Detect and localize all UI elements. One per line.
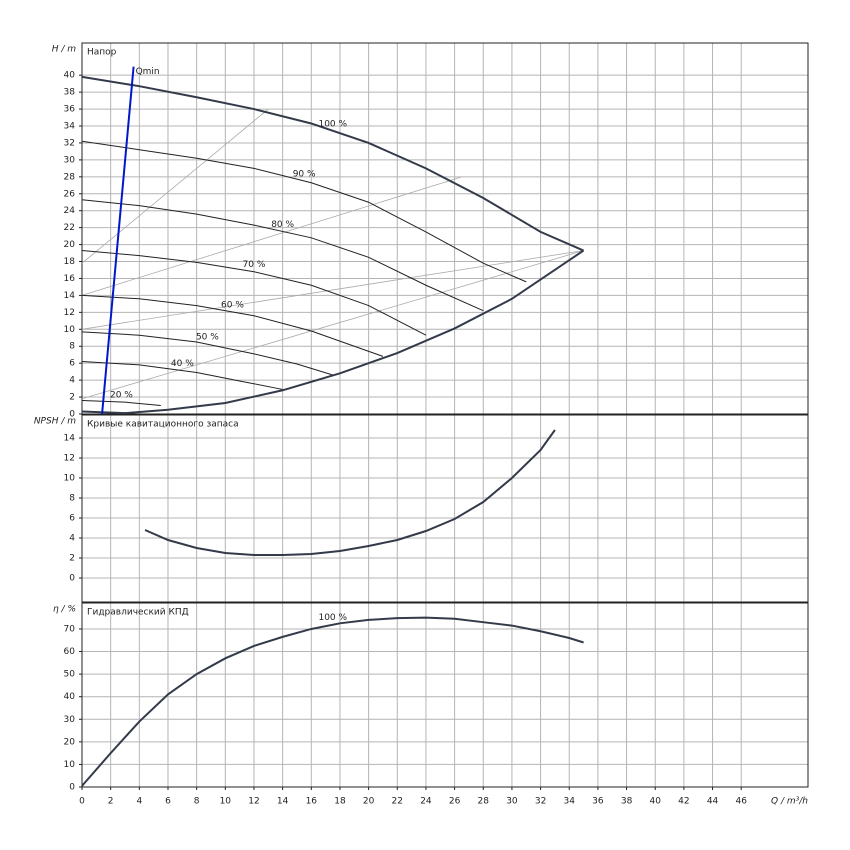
curve-label: 90 % bbox=[293, 169, 316, 179]
qmin-label: Qmin bbox=[136, 67, 160, 77]
y-tick-label: 40 bbox=[64, 692, 76, 702]
y-tick-label: 10 bbox=[64, 474, 76, 484]
y-tick-label: 40 bbox=[64, 71, 76, 81]
y-tick-label: 2 bbox=[69, 554, 75, 564]
curve-label: 100 % bbox=[318, 613, 347, 623]
x-tick-label: 34 bbox=[564, 797, 576, 807]
curve bbox=[81, 250, 427, 336]
curve bbox=[81, 294, 384, 357]
x-tick-label: 40 bbox=[650, 797, 662, 807]
curve-label: 60 % bbox=[221, 300, 244, 310]
plot-frame bbox=[81, 602, 809, 788]
curve-label: 50 % bbox=[196, 333, 219, 343]
x-tick-label: 14 bbox=[277, 797, 289, 807]
curve bbox=[81, 360, 283, 390]
y-axis-label: η / % bbox=[53, 605, 76, 615]
y-tick-label: 6 bbox=[69, 359, 75, 369]
y-axis-label: H / m bbox=[52, 45, 77, 55]
y-tick-label: 16 bbox=[64, 274, 76, 284]
y-tick-label: 34 bbox=[64, 122, 76, 132]
x-tick-label: 38 bbox=[621, 797, 633, 807]
x-tick-label: 0 bbox=[79, 797, 85, 807]
curve bbox=[81, 331, 333, 376]
curve-label: 80 % bbox=[271, 220, 294, 230]
x-tick-label: 10 bbox=[220, 797, 232, 807]
x-tick-label: 16 bbox=[306, 797, 318, 807]
y-tick-label: 24 bbox=[64, 206, 76, 216]
x-tick-label: 44 bbox=[707, 797, 719, 807]
x-tick-label: 2 bbox=[108, 797, 114, 807]
y-tick-label: 38 bbox=[64, 88, 76, 98]
curve bbox=[81, 140, 527, 283]
panel-title: Напор bbox=[87, 48, 117, 58]
curve-label: 70 % bbox=[243, 260, 266, 270]
curve bbox=[81, 199, 484, 312]
x-tick-label: 24 bbox=[420, 797, 432, 807]
y-tick-label: 20 bbox=[64, 240, 76, 250]
x-tick-label: 6 bbox=[165, 797, 171, 807]
x-tick-label: 46 bbox=[735, 797, 747, 807]
x-tick-label: 32 bbox=[535, 797, 546, 807]
y-tick-label: 8 bbox=[69, 342, 75, 352]
curve bbox=[81, 616, 584, 787]
curve bbox=[144, 429, 556, 556]
x-tick-label: 18 bbox=[334, 797, 346, 807]
y-tick-label: 0 bbox=[69, 410, 75, 420]
y-tick-label: 50 bbox=[64, 670, 76, 680]
curve-label: 40 % bbox=[171, 359, 194, 369]
guide-line bbox=[81, 108, 269, 264]
curve bbox=[81, 249, 585, 415]
y-axis-label: NPSH / m bbox=[34, 417, 76, 427]
y-tick-label: 22 bbox=[64, 223, 75, 233]
panel-title: Кривые кавитационного запаса bbox=[87, 420, 239, 430]
y-tick-label: 60 bbox=[64, 647, 76, 657]
y-tick-label: 20 bbox=[64, 737, 76, 747]
guide-line bbox=[81, 250, 584, 400]
x-tick-label: 22 bbox=[392, 797, 403, 807]
panel-title: Гидравлический КПД bbox=[87, 608, 189, 618]
x-tick-label: 30 bbox=[506, 797, 518, 807]
x-tick-label: 4 bbox=[136, 797, 142, 807]
curve-label: 20 % bbox=[110, 391, 133, 401]
x-tick-label: 8 bbox=[194, 797, 200, 807]
y-tick-label: 26 bbox=[64, 189, 76, 199]
y-tick-label: 10 bbox=[64, 760, 76, 770]
y-tick-label: 18 bbox=[64, 257, 76, 267]
y-tick-label: 2 bbox=[69, 393, 75, 403]
qmin-line bbox=[101, 66, 135, 415]
y-tick-label: 4 bbox=[69, 534, 75, 544]
plot-frame bbox=[81, 42, 809, 415]
x-tick-label: 28 bbox=[478, 797, 490, 807]
curve bbox=[81, 399, 161, 407]
x-tick-label: 12 bbox=[248, 797, 259, 807]
x-tick-label: 42 bbox=[678, 797, 689, 807]
y-tick-label: 14 bbox=[64, 434, 76, 444]
y-tick-label: 36 bbox=[64, 105, 76, 115]
x-tick-label: 36 bbox=[592, 797, 604, 807]
guide-line bbox=[81, 250, 584, 330]
x-tick-label: 20 bbox=[363, 797, 375, 807]
curve bbox=[81, 75, 584, 252]
y-tick-label: 30 bbox=[64, 155, 76, 165]
x-tick-label: 26 bbox=[449, 797, 461, 807]
curve-label: 100 % bbox=[318, 119, 347, 129]
y-tick-label: 6 bbox=[69, 514, 75, 524]
y-tick-label: 8 bbox=[69, 494, 75, 504]
plot-frame bbox=[81, 414, 809, 603]
x-axis-label: Q / m³/h bbox=[771, 797, 808, 807]
y-tick-label: 30 bbox=[64, 715, 76, 725]
y-tick-label: 14 bbox=[64, 291, 76, 301]
y-tick-label: 12 bbox=[64, 308, 75, 318]
y-tick-label: 28 bbox=[64, 172, 76, 182]
y-tick-label: 0 bbox=[69, 574, 75, 584]
y-tick-label: 70 bbox=[64, 624, 76, 634]
y-tick-label: 10 bbox=[64, 325, 76, 335]
guide-line bbox=[81, 176, 462, 296]
y-tick-label: 4 bbox=[69, 376, 75, 386]
y-tick-label: 0 bbox=[69, 783, 75, 793]
y-tick-label: 32 bbox=[64, 138, 75, 148]
y-tick-label: 12 bbox=[64, 454, 75, 464]
